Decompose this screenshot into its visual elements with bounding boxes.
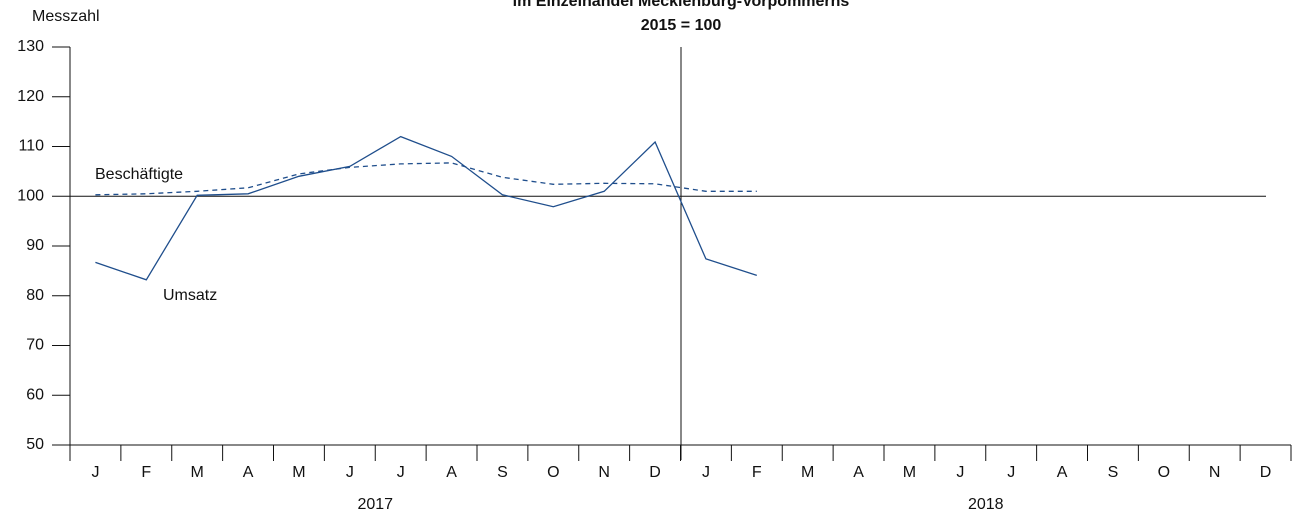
y-tick-label: 50 [26, 436, 44, 453]
x-tick-label: D [649, 464, 661, 481]
x-tick-label: F [752, 464, 762, 481]
y-tick-label: 100 [17, 187, 44, 204]
year-label: 2018 [968, 496, 1004, 512]
x-tick-label: J [397, 464, 405, 481]
x-tick-label: M [191, 464, 204, 481]
x-tick-label: A [243, 464, 254, 481]
x-tick-label: A [853, 464, 864, 481]
x-tick-label: M [903, 464, 916, 481]
series-label: Beschäftigte [95, 166, 183, 183]
x-tick-label: A [446, 464, 457, 481]
x-tick-label: M [292, 464, 305, 481]
chart-subtitle: 2015 = 100 [641, 17, 722, 34]
x-tick-label: J [346, 464, 354, 481]
x-tick-label: N [1209, 464, 1221, 481]
y-tick-label: 70 [26, 337, 44, 354]
x-tick-label: A [1057, 464, 1068, 481]
y-tick-label: 90 [26, 237, 44, 254]
x-tick-label: O [1158, 464, 1170, 481]
x-tick-label: F [141, 464, 151, 481]
x-tick-label: J [956, 464, 964, 481]
x-tick-label: S [497, 464, 508, 481]
series-label: Umsatz [163, 287, 217, 304]
x-tick-label: J [1007, 464, 1015, 481]
chart-title: im Einzelhandel Mecklenburg-Vorpommerns [513, 0, 850, 10]
y-axis-label: Messzahl [32, 8, 100, 25]
y-tick-label: 110 [18, 138, 44, 155]
x-tick-label: J [91, 464, 99, 481]
x-tick-label: D [1260, 464, 1272, 481]
x-tick-label: S [1108, 464, 1119, 481]
y-tick-label: 80 [26, 287, 44, 304]
x-tick-label: O [547, 464, 559, 481]
series-line [95, 162, 757, 196]
x-tick-label: M [801, 464, 814, 481]
y-tick-label: 130 [17, 38, 44, 55]
year-label: 2017 [357, 496, 393, 512]
y-tick-label: 120 [17, 88, 44, 105]
x-tick-label: J [702, 464, 710, 481]
y-tick-label: 60 [26, 386, 44, 403]
x-tick-label: N [598, 464, 610, 481]
series-line [95, 135, 758, 281]
